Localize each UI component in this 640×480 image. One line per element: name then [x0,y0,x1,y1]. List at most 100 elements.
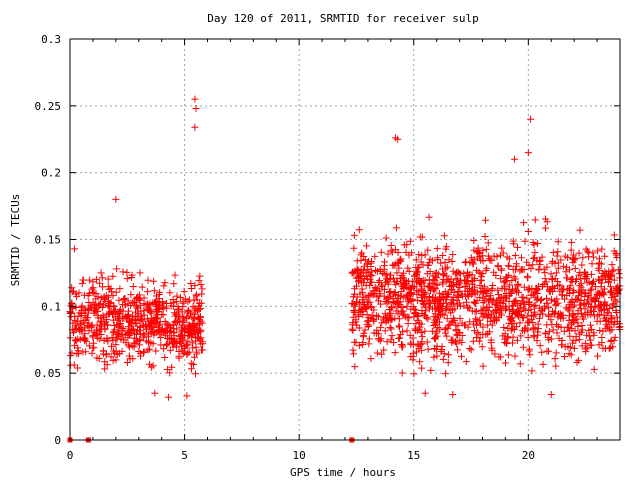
data-point [486,313,494,321]
data-point [399,310,407,318]
data-point [531,301,539,309]
data-point [598,245,606,253]
data-point [409,356,417,364]
data-point [175,337,183,345]
data-point [366,291,374,299]
data-point [394,259,402,267]
data-point [470,327,478,335]
data-point [539,310,547,318]
data-point [558,311,566,319]
data-point [484,286,492,294]
data-point [503,294,511,302]
data-point [482,331,490,339]
data-point [523,258,531,266]
data-point [120,294,128,302]
data-point [391,349,399,357]
chart-title: Day 120 of 2011, SRMTID for receiver sul… [207,12,479,25]
data-point [391,314,399,322]
data-point [561,252,569,260]
data-point [612,308,620,316]
data-point [105,299,113,307]
data-point [534,320,542,328]
data-point [406,237,414,245]
data-point [71,326,79,334]
data-point [152,313,160,321]
data-point [456,336,464,344]
data-point [590,253,598,261]
data-point [399,303,407,311]
data-point [387,325,395,333]
data-point [358,296,366,304]
data-point [366,276,374,284]
data-point [184,329,192,337]
data-point [418,251,426,259]
data-point [608,261,616,269]
data-point [525,347,533,355]
data-point [192,292,200,300]
data-point [588,341,596,349]
data-point [420,290,428,298]
data-point [195,302,203,310]
data-point [596,301,604,309]
data-point [382,314,390,322]
data-point [523,294,531,302]
data-point [531,289,539,297]
data-point [164,327,172,335]
data-point [359,341,367,349]
data-point [474,248,482,256]
data-point [172,343,180,351]
data-point [92,295,100,303]
data-point [530,308,538,316]
data-point [152,347,160,355]
data-point [190,353,198,361]
data-point [453,276,461,284]
data-point [416,323,424,331]
data-point [438,345,446,353]
data-point [488,344,496,352]
data-point [439,251,447,259]
data-point [365,340,373,348]
data-point [88,349,96,357]
data-point [535,266,543,274]
data-point [364,316,372,324]
data-point-outlier [165,393,173,401]
data-point [525,317,533,325]
data-point [444,359,452,367]
data-point [196,326,204,334]
data-point [395,335,403,343]
data-point [570,251,578,259]
data-point [613,253,621,261]
data-point [590,365,598,373]
data-point [107,353,115,361]
data-point [592,295,600,303]
data-point [529,238,537,246]
data-point [431,345,439,353]
data-point-outlier [192,105,200,113]
data-point [564,324,572,332]
data-point [144,288,152,296]
data-point [394,248,402,256]
data-point [85,322,93,330]
data-point [74,344,82,352]
data-point [608,291,616,299]
data-point [477,277,485,285]
data-point [424,345,432,353]
data-point [510,240,518,248]
data-point [195,334,203,342]
data-point [175,354,183,362]
data-point [87,301,95,309]
data-point [364,323,372,331]
data-point [108,342,116,350]
data-point [482,292,490,300]
data-point [85,342,93,350]
data-point [365,335,373,343]
data-point [180,342,188,350]
data-point [518,293,526,301]
data-point [603,309,611,317]
data-point [567,298,575,306]
data-point [388,332,396,340]
data-point [541,330,549,338]
data-point [439,355,447,363]
data-point [464,272,472,280]
